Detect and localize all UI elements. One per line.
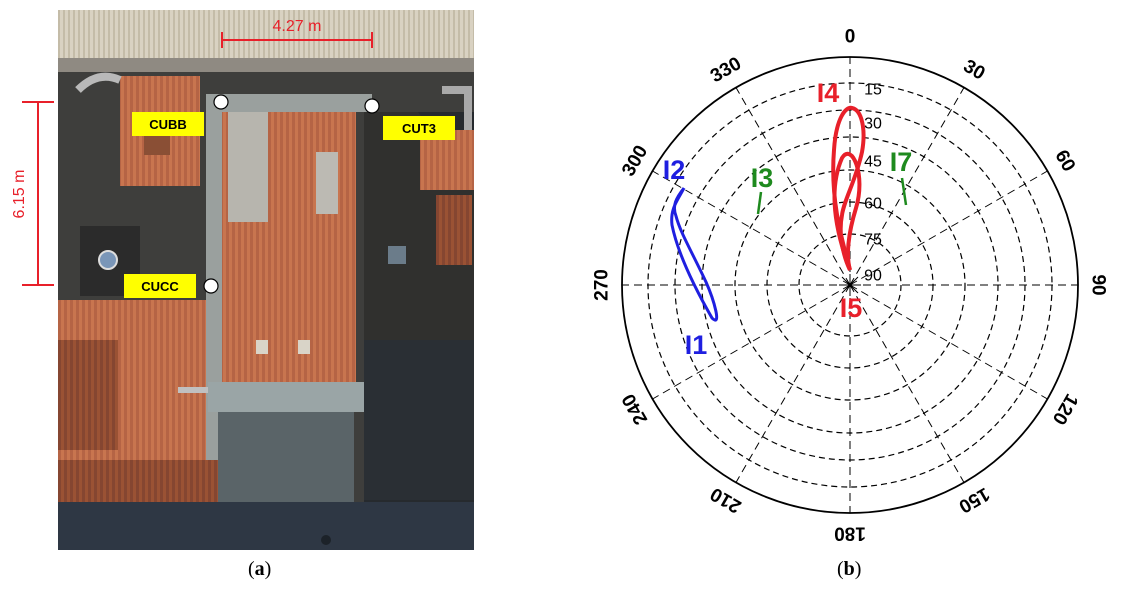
track-i4-i5-loop [831,105,866,271]
track-label-i2: I2 [663,155,686,185]
caption-b: (b) [837,558,862,580]
track-label-i1: I1 [685,330,708,360]
marker-cubb-point [213,94,229,110]
azimuth-label: 270 [592,269,613,301]
elevation-label: 75 [864,232,882,249]
elevation-ring [734,169,966,401]
azimuth-label: 120 [1048,390,1082,428]
marker-cubb: CUBB [132,94,229,136]
annotation-layer: 4.27 m 6.15 m CUBB CUT3 CUCC [11,18,455,298]
azimuth-gridline [849,87,965,286]
azimuth-gridline [735,284,851,483]
azimuth-label: 210 [707,483,745,517]
azimuth-label: 150 [955,483,993,517]
horizontal-dimension: 4.27 m [221,18,373,48]
track-label-i4: I4 [817,78,840,108]
marker-cut3: CUT3 [364,98,455,140]
marker-cubb-label: CUBB [149,117,187,132]
elevation-label: 30 [864,116,882,133]
polar-sky-plot: 0 30 60 90 120 150 180 210 240 270 300 330 15 30 45 60 7… [592,27,1109,544]
azimuth-label: 90 [1088,274,1109,295]
azimuth-gridline [849,284,1048,400]
track-i3 [756,191,763,215]
azimuth-label: 0 [845,27,856,48]
horizontal-dimension-label: 4.27 m [273,18,322,35]
azimuth-gridline [735,87,851,286]
azimuth-gridline [849,170,1048,286]
azimuth-label: 60 [1050,147,1079,176]
rooftop-photo [58,10,474,550]
track-i1-i2 [670,187,719,322]
azimuth-gridline [652,284,851,400]
track-label-i7: I7 [890,147,913,177]
vertical-dimension-label: 6.15 m [11,170,28,219]
track-label-i3: I3 [751,163,774,193]
track-label-i5: I5 [840,293,863,323]
marker-cut3-point [364,98,380,114]
marker-cucc-point [203,278,219,294]
azimuth-label: 330 [707,53,745,87]
vertical-dimension: 6.15 m [11,101,54,286]
azimuth-label: 300 [618,142,652,180]
track-i7 [900,177,908,206]
marker-cucc: CUCC [124,274,219,298]
azimuth-gridline [849,284,965,483]
elevation-label: 60 [864,196,882,213]
marker-cucc-label: CUCC [141,279,179,294]
elevation-label: 45 [864,154,882,171]
elevation-ring [798,233,902,337]
azimuth-label: 30 [960,56,989,85]
azimuth-label: 180 [834,523,866,544]
marker-cut3-label: CUT3 [402,121,436,136]
rooftop-photo-panel [58,10,474,550]
center-marker [839,274,861,296]
azimuth-gridline [652,170,851,286]
elevation-label: 90 [864,268,882,285]
polar-plot-panel: 0 30 60 90 120 150 180 210 240 270 300 330 15 30 45 60 7… [580,0,1123,555]
azimuth-label: 240 [618,390,652,428]
elevation-label: 15 [864,82,882,99]
caption-a: (a) [248,558,272,580]
